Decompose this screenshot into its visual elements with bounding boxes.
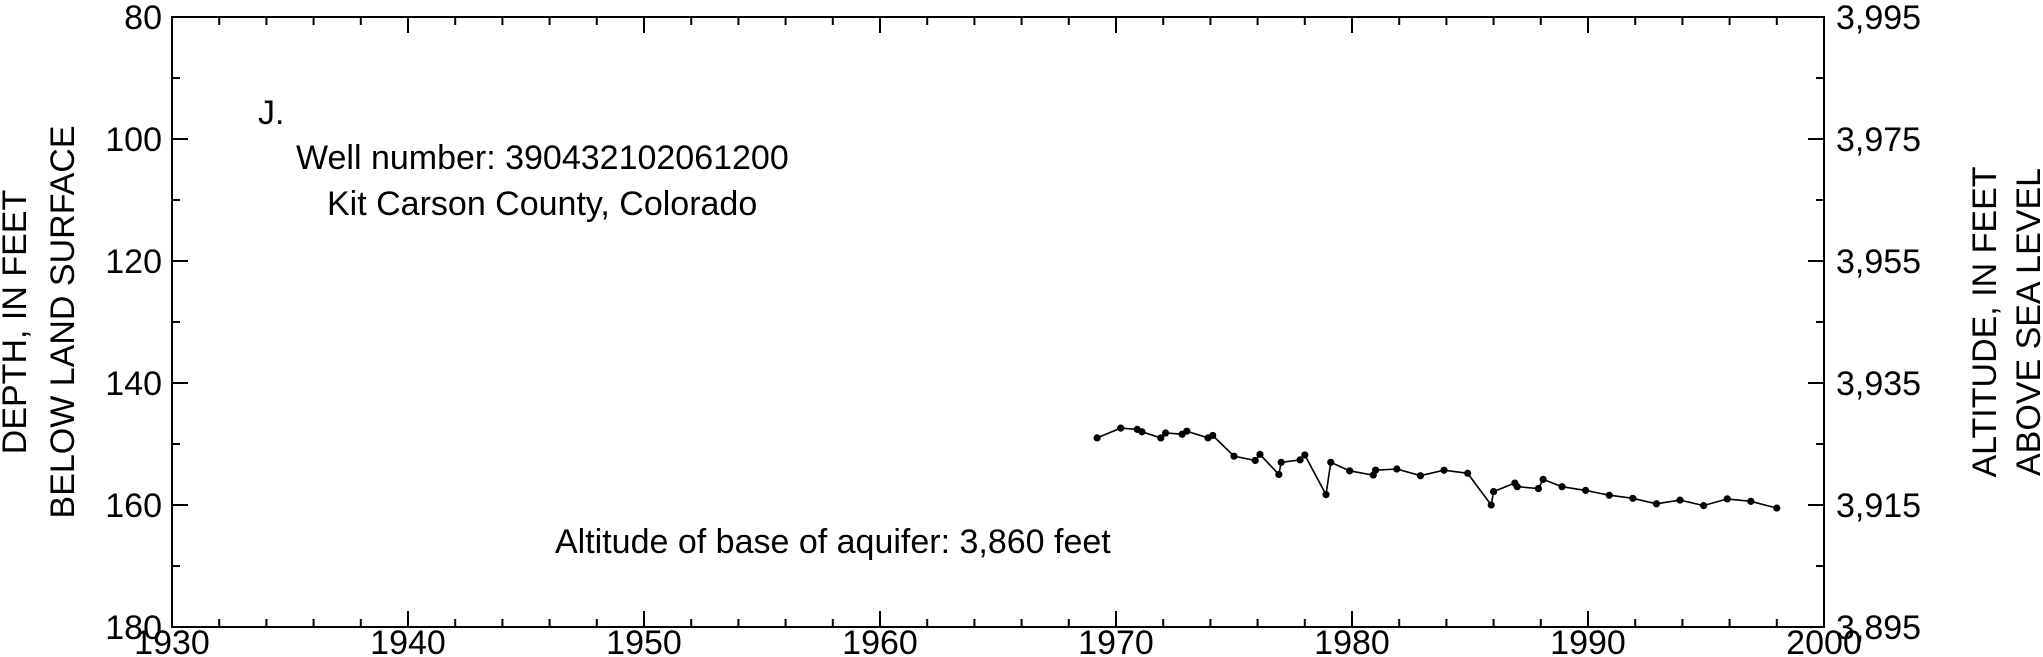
right-tick-label: 3,955 [1836,243,1921,281]
left-axis-ticks: 80 100 120 140 160 180 [105,0,188,647]
data-point [1209,431,1217,440]
data-point [1346,467,1354,475]
data-point [1093,434,1101,442]
left-axis-title-line1: DEPTH, IN FEET [0,190,34,454]
right-axis-ticks: 3,995 3,975 3,955 3,935 3,915 3,895 [1808,0,1921,647]
right-tick-label: 3,975 [1836,121,1921,159]
x-tick-label: 1950 [606,624,682,657]
x-tick-label: 1970 [1078,624,1154,657]
right-tick-label: 3,935 [1836,365,1921,403]
left-tick-label: 160 [105,487,162,525]
right-tick-label: 3,895 [1836,609,1921,647]
right-axis-title-line2: ABOVE SEA LEVEL [2010,168,2043,476]
data-point [1676,496,1684,504]
data-point [1534,484,1543,493]
right-axis-title-line1: ALTITUDE, IN FEET [1966,166,2004,477]
data-point [1117,424,1125,432]
left-tick-label: 80 [124,0,162,37]
data-point [1605,491,1613,499]
data-point [1256,450,1264,458]
x-axis-ticks: 1930 1940 1950 1960 1970 1980 1990 2000 [134,17,1862,657]
data-point [1747,497,1755,505]
county-annotation: Kit Carson County, Colorado [327,185,757,223]
data-point [1277,458,1285,466]
x-tick-label: 2000 [1786,624,1862,657]
data-point [1723,495,1731,503]
x-tick-label: 1990 [1550,624,1626,657]
data-point [1582,486,1590,494]
x-tick-label: 1980 [1314,624,1390,657]
x-tick-label: 1930 [134,624,210,657]
data-point [1138,428,1146,436]
data-point [1700,502,1708,510]
left-tick-label: 120 [105,243,162,281]
data-point [1322,491,1330,499]
left-tick-label: 140 [105,365,162,403]
panel-label: J. [258,94,284,132]
right-tick-label: 3,995 [1836,0,1921,37]
data-point [1275,470,1283,479]
data-point [1393,465,1401,473]
left-tick-label: 180 [105,609,162,647]
x-tick-label: 1940 [370,624,446,657]
data-point [1251,456,1259,465]
data-point [1539,475,1547,483]
data-point [1230,452,1238,460]
data-point [1157,434,1165,442]
base-altitude-annotation: Altitude of base of aquifer: 3,860 feet [555,523,1111,561]
data-point [1183,427,1191,435]
data-point [1372,466,1380,474]
series-water-level [1093,424,1781,512]
data-point [1773,504,1781,512]
data-point [1464,469,1472,477]
right-tick-label: 3,915 [1836,487,1921,525]
left-tick-label: 100 [105,121,162,159]
series-line [1096,427,1778,509]
data-point [1440,466,1448,474]
data-point [1629,494,1637,502]
well-number-annotation: Well number: 390432102061200 [296,139,789,177]
data-point [1513,483,1521,491]
data-point [1416,472,1425,480]
data-point [1296,456,1304,464]
data-point [1327,458,1335,466]
left-axis-title-line2: BELOW LAND SURFACE [44,126,82,519]
data-point [1490,487,1498,496]
data-point [1301,451,1309,459]
data-point [1161,429,1170,437]
data-point [1652,500,1661,508]
x-tick-label: 1960 [842,624,918,657]
data-point [1558,483,1566,491]
data-point [1487,501,1495,509]
